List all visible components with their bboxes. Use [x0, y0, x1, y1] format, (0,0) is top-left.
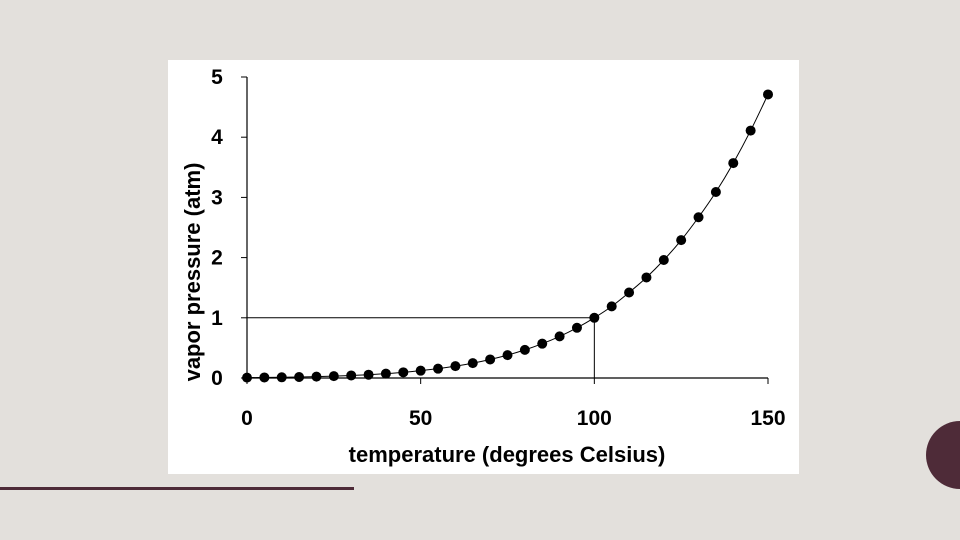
y-tick-label: 5: [211, 66, 223, 89]
data-points: [242, 89, 773, 383]
data-point: [763, 89, 773, 100]
y-tick-label: 4: [211, 126, 223, 149]
data-point: [624, 287, 635, 298]
data-point: [676, 235, 687, 246]
data-point: [641, 272, 652, 283]
data-point: [259, 372, 270, 383]
y-tick-label: 0: [211, 367, 223, 390]
y-tick-label: 1: [211, 307, 223, 330]
data-point: [554, 331, 565, 342]
x-tick-label: 0: [241, 407, 253, 430]
data-point: [346, 370, 357, 381]
data-point: [745, 125, 756, 136]
data-point: [242, 372, 252, 383]
y-tick-labels: 0 1 2 3 4 5: [211, 66, 223, 390]
x-tick-label: 50: [409, 407, 432, 430]
data-point: [363, 369, 374, 380]
x-tick-label: 100: [577, 407, 612, 430]
data-point: [415, 365, 426, 376]
y-tick-label: 2: [211, 247, 223, 270]
x-tick-label: 150: [750, 407, 785, 430]
y-tick-label: 3: [211, 186, 223, 209]
y-axis-title: vapor pressure (atm): [180, 163, 205, 382]
data-point: [589, 312, 600, 323]
data-point: [398, 367, 409, 378]
data-point: [606, 301, 617, 312]
data-point: [467, 358, 478, 369]
data-point: [537, 338, 548, 349]
data-point: [276, 372, 287, 383]
data-point: [710, 186, 721, 197]
data-point: [294, 371, 305, 382]
x-axis-title: temperature (degrees Celsius): [349, 442, 666, 467]
data-point: [311, 371, 322, 382]
data-point: [502, 350, 513, 361]
data-point: [380, 368, 391, 379]
data-point: [328, 371, 339, 382]
accent-circle: [926, 421, 960, 489]
trend-line: [246, 94, 769, 379]
accent-divider: [0, 487, 354, 490]
data-point: [728, 158, 739, 169]
data-point: [658, 255, 669, 266]
data-point: [485, 354, 496, 365]
data-point: [571, 322, 582, 333]
trend-curve: [246, 94, 769, 379]
chart-panel: 0 50 100 150 0 1 2 3 4 5 temperature (degrees Ce…: [168, 60, 799, 474]
data-point: [450, 361, 461, 372]
reference-lines: [247, 317, 595, 378]
data-point: [519, 344, 530, 355]
data-point: [433, 363, 444, 374]
x-tick-labels: 0 50 100 150: [241, 407, 785, 430]
data-point: [693, 212, 704, 223]
vapor-pressure-chart: 0 50 100 150 0 1 2 3 4 5 temperature (degrees Ce…: [180, 66, 786, 467]
